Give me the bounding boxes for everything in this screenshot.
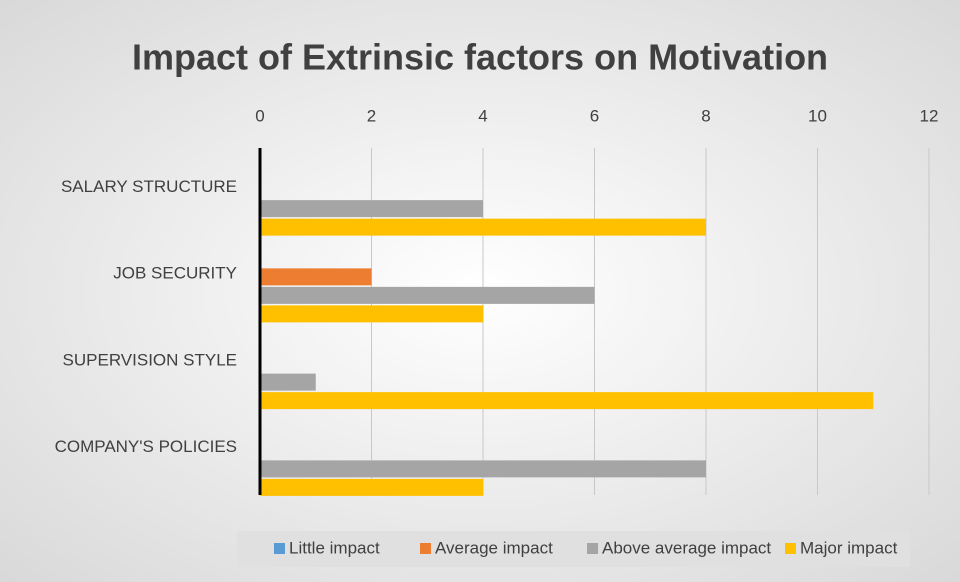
y-tick-label: JOB SECURITY: [113, 264, 237, 283]
legend-swatch: [587, 543, 598, 554]
bar: [260, 460, 706, 478]
x-tick-label: 12: [920, 106, 939, 125]
legend-label: Above average impact: [602, 538, 771, 557]
x-tick-label: 0: [255, 106, 264, 125]
legend-box: [237, 531, 910, 567]
bar: [260, 218, 706, 236]
chart-title: Impact of Extrinsic factors on Motivatio…: [132, 37, 828, 78]
y-tick-label: SALARY STRUCTURE: [61, 177, 237, 196]
bar: [260, 373, 316, 391]
x-tick-label: 8: [701, 106, 710, 125]
y-tick-label: SUPERVISION STYLE: [63, 350, 237, 369]
bar: [260, 200, 483, 218]
legend-label: Major impact: [800, 538, 898, 557]
legend-swatch: [785, 543, 796, 554]
legend-label: Average impact: [435, 538, 553, 557]
legend-swatch: [274, 543, 285, 554]
x-tick-label: 2: [367, 106, 376, 125]
legend-swatch: [420, 543, 431, 554]
bar: [260, 286, 595, 304]
bar: [260, 305, 483, 323]
bar: [260, 478, 483, 496]
x-tick-label: 6: [590, 106, 599, 125]
bar: [260, 392, 874, 410]
bar: [260, 268, 372, 286]
y-tick-label: COMPANY'S POLICIES: [55, 437, 237, 456]
legend-label: Little impact: [289, 538, 380, 557]
x-tick-label: 4: [478, 106, 487, 125]
x-tick-label: 10: [808, 106, 827, 125]
